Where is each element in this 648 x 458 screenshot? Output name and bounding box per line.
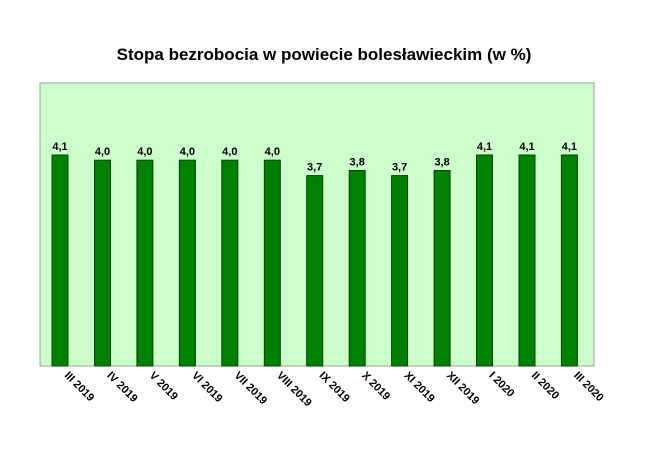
category-label-3: V 2019	[147, 370, 180, 403]
data-label-6: 4,0	[265, 146, 280, 158]
data-label-1: 4,1	[52, 141, 67, 153]
chart-title: Stopa bezrobocia w powiecie bolesławieck…	[116, 45, 532, 64]
bar-10	[433, 170, 451, 367]
category-label-1: III 2019	[62, 370, 96, 404]
category-label-11: I 2020	[486, 370, 516, 400]
bar-5	[221, 159, 239, 367]
category-label-6: VIII 2019	[274, 370, 314, 410]
data-label-8: 3,8	[350, 157, 365, 169]
bar-4	[178, 159, 196, 367]
data-label-13: 4,1	[562, 141, 577, 153]
data-label-11: 4,1	[477, 141, 492, 153]
category-label-7: IX 2019	[317, 370, 352, 405]
category-label-10: XII 2019	[444, 370, 481, 407]
data-label-2: 4,0	[95, 146, 110, 158]
bar-13	[560, 154, 578, 367]
category-labels-group: III 2019 IV 2019 V 2019 VI 2019 VII 2019 VIII…	[62, 370, 606, 410]
category-label-4: VI 2019	[189, 370, 224, 405]
bar-11	[476, 154, 493, 367]
bar-2	[94, 159, 111, 367]
category-label-9: XI 2019	[401, 370, 436, 405]
bar-1	[51, 154, 69, 367]
category-label-13: III 2020	[571, 370, 605, 404]
data-label-12: 4,1	[519, 141, 534, 153]
data-label-7: 3,7	[307, 162, 322, 174]
bar-7	[306, 175, 324, 367]
bar-3	[136, 159, 154, 367]
category-label-2: IV 2019	[104, 370, 139, 405]
bar-12	[518, 154, 536, 367]
bar-6	[263, 159, 281, 367]
bar-9	[391, 175, 409, 367]
bar-8	[348, 170, 366, 367]
data-label-3: 4,0	[137, 146, 152, 158]
data-label-4: 4,0	[180, 146, 195, 158]
category-label-12: II 2020	[529, 370, 561, 402]
category-label-5: VII 2019	[232, 370, 269, 407]
data-label-9: 3,7	[392, 162, 407, 174]
data-label-5: 4,0	[222, 146, 237, 158]
data-label-10: 3,8	[434, 157, 449, 169]
data-labels-group: 4,1 4,0 4,0 4,0 4,0 4,0 3,7 3,8 3,7 3,8 4,1 4,1 4,1	[52, 141, 577, 174]
bars-group	[51, 154, 578, 367]
category-label-8: X 2019	[359, 370, 392, 403]
